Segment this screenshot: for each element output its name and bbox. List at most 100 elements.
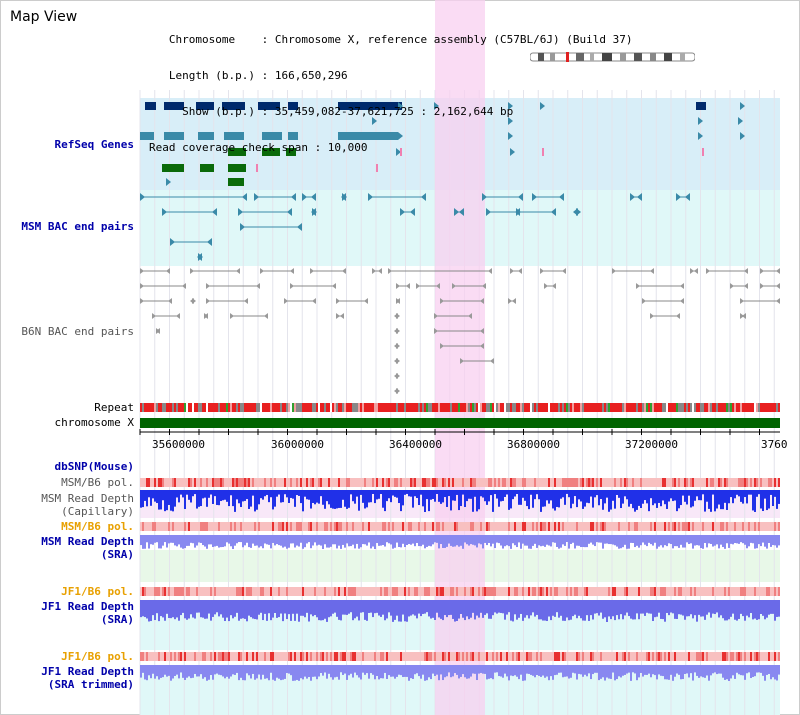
axis-tick-label: 36400000: [389, 438, 442, 451]
pol-segment: [530, 522, 532, 531]
repeat-segment: [290, 403, 292, 412]
depth-bar: [196, 535, 198, 546]
label-b6n-bac[interactable]: B6N BAC end pairs: [21, 325, 134, 338]
depth-bar: [542, 600, 544, 621]
repeat-segment: [512, 403, 514, 412]
pol-segment: [140, 522, 142, 531]
depth-bar: [380, 665, 382, 679]
depth-bar: [772, 665, 774, 678]
depth-bar: [722, 490, 724, 510]
pol-segment: [668, 587, 670, 596]
pol-segment: [558, 587, 560, 596]
label-dbsnp[interactable]: dbSNP(Mouse): [54, 460, 134, 473]
bac-end: [562, 268, 566, 274]
label-refseq-genes[interactable]: RefSeq Genes: [54, 138, 134, 151]
depth-bar: [730, 665, 732, 679]
depth-bar: [210, 600, 212, 621]
pol-segment: [276, 522, 278, 531]
pol-segment: [632, 587, 634, 596]
depth-bar: [732, 535, 734, 545]
pol-segment: [228, 478, 230, 487]
label-jf1-b6-pol-1[interactable]: JF1/B6 pol.: [61, 585, 134, 598]
bac-end: [480, 298, 484, 304]
label-jf1-depth-sra[interactable]: JF1 Read Depth: [41, 600, 134, 613]
depth-bar: [378, 490, 380, 499]
depth-bar: [222, 535, 224, 548]
pol-segment: [184, 652, 186, 661]
pol-segment: [770, 587, 772, 596]
pol-segment: [632, 652, 634, 661]
depth-bar: [754, 665, 756, 677]
b6n-bac-pairs[interactable]: [140, 268, 780, 394]
depth-bar: [338, 665, 340, 680]
depth-bar: [178, 665, 180, 679]
pol-segment: [740, 478, 742, 487]
depth-bar: [240, 665, 242, 678]
pol-segment: [200, 522, 202, 531]
depth-bar: [322, 490, 324, 505]
label-msm-depth-cap[interactable]: MSM Read Depth: [41, 492, 134, 505]
pol-segment: [170, 478, 172, 487]
depth-bar: [148, 600, 150, 622]
depth-bar: [168, 535, 170, 544]
depth-bar: [196, 665, 198, 677]
repeat-segment: [300, 403, 302, 412]
gene-block: [228, 164, 246, 172]
depth-bar: [550, 535, 552, 547]
depth-bar: [232, 490, 234, 507]
label-msm-bac[interactable]: MSM BAC end pairs: [21, 220, 134, 233]
pol-segment: [200, 652, 202, 661]
pol-segment: [730, 522, 732, 531]
bac-end: [394, 328, 398, 334]
label-jf1-depth-trim[interactable]: JF1 Read Depth: [41, 665, 134, 678]
label-jf1-b6-pol-2[interactable]: JF1/B6 pol.: [61, 650, 134, 663]
depth-bar: [694, 600, 696, 616]
depth-bar: [736, 665, 738, 673]
pol-segment: [702, 587, 704, 596]
pol-segment: [608, 587, 610, 596]
msm-bac-pairs[interactable]: [140, 193, 690, 261]
pol-segment: [226, 587, 228, 596]
pol-segment: [286, 522, 288, 531]
bac-end: [336, 298, 340, 304]
pol-segment: [636, 652, 638, 661]
pol-segment: [536, 652, 538, 661]
depth-bar: [256, 535, 258, 546]
label-msm-b6-pol-2[interactable]: MSM/B6 pol.: [61, 520, 134, 533]
bac-end: [480, 343, 484, 349]
pol-segment: [744, 587, 746, 596]
gene-arrow: [740, 132, 745, 140]
pol-segment: [750, 587, 752, 596]
depth-bar: [574, 665, 576, 674]
depth-bar: [146, 490, 148, 507]
depth-bar: [410, 535, 412, 545]
pol-segment: [562, 587, 564, 596]
depth-bar: [464, 535, 466, 543]
repeat-segment: [294, 403, 296, 412]
repeat-segment: [642, 403, 644, 412]
pol-segment: [570, 478, 572, 487]
pol-segment: [410, 587, 412, 596]
repeat-segment: [554, 403, 556, 412]
repeat-segment: [464, 403, 466, 412]
depth-bar: [200, 600, 202, 618]
depth-bar: [566, 535, 568, 543]
bac-end: [212, 208, 217, 216]
bac-end: [776, 268, 780, 274]
chromosome-ideogram[interactable]: [530, 52, 695, 62]
pol-segment: [238, 652, 240, 661]
label-msm-depth-sra[interactable]: MSM Read Depth: [41, 535, 134, 548]
depth-bar: [678, 600, 680, 615]
pol-segment: [476, 478, 478, 487]
depth-bar: [282, 535, 284, 548]
pol-segment: [362, 522, 364, 531]
pol-segment: [690, 522, 692, 531]
label-msm-b6-pol-1[interactable]: MSM/B6 pol.: [61, 476, 134, 489]
depth-bar: [226, 600, 228, 618]
depth-bar: [330, 535, 332, 547]
refseq-genes[interactable]: [140, 102, 745, 186]
depth-bar: [316, 490, 318, 503]
repeat-segment: [450, 403, 452, 412]
pol-segment: [412, 478, 414, 487]
